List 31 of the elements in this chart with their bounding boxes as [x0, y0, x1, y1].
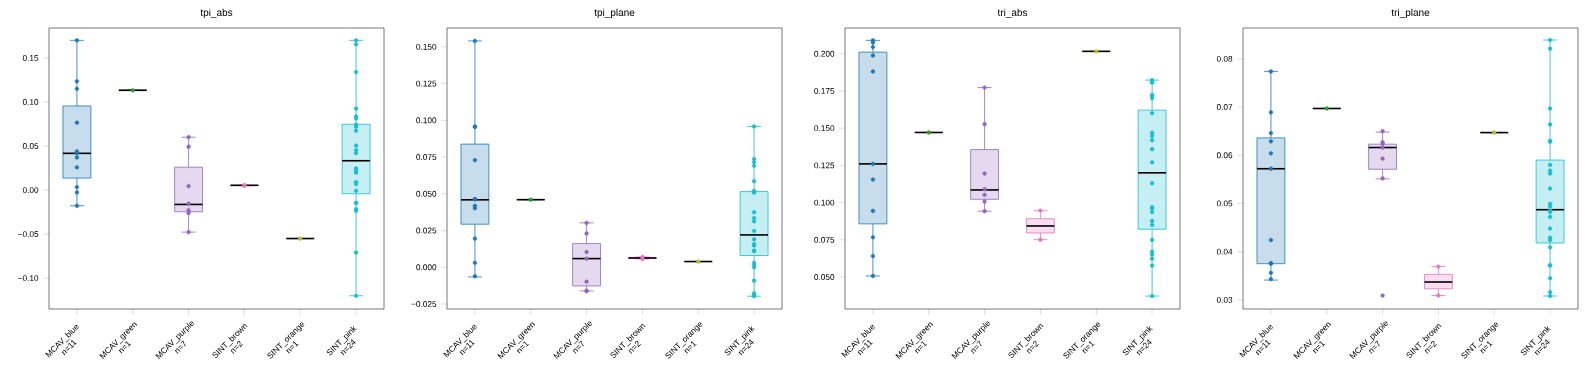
y-tick-label: 0.175	[814, 88, 835, 94]
y-tick-label: 0.200	[814, 50, 835, 57]
y-tick-label: 0.125	[416, 80, 437, 87]
y-tick-label: 0.03	[1216, 296, 1233, 303]
y-tick-label: −0.025	[411, 301, 437, 307]
y-tick-label: 0.000	[416, 264, 437, 271]
y-tick-label: 0.125	[814, 162, 835, 169]
chart-title: tri_abs	[997, 8, 1028, 18]
y-tick-label: 0.07	[1216, 104, 1233, 110]
y-tick-label: 0.100	[814, 199, 835, 206]
y-tick-label: −0.10	[18, 275, 39, 282]
y-tick-label: 0.050	[416, 190, 437, 197]
y-tick-label: 0.100	[416, 117, 437, 124]
y-tick-label: 0.050	[814, 274, 835, 280]
y-tick-label: 0.075	[814, 236, 835, 243]
y-tick-label: 0.05	[1216, 200, 1233, 207]
y-tick-label: 0.05	[22, 143, 39, 149]
y-tick-label: 0.04	[1216, 248, 1233, 255]
y-tick-label: 0.075	[416, 154, 437, 160]
chart-title: tpi_abs	[200, 8, 233, 18]
y-tick-label: 0.150	[814, 125, 835, 132]
y-tick-label: 0.06	[1216, 152, 1233, 159]
chart-title: tri_plane	[1391, 8, 1430, 18]
y-tick-label: 0.10	[22, 99, 39, 105]
y-tick-label: 0.15	[22, 55, 39, 61]
chart-title: tpi_plane	[594, 8, 635, 18]
y-tick-label: −0.05	[18, 231, 39, 238]
y-tick-label: 0.08	[1216, 55, 1233, 62]
y-tick-label: 0.00	[22, 187, 39, 194]
y-tick-label: 0.025	[416, 227, 437, 234]
y-tick-label: 0.150	[416, 43, 437, 50]
